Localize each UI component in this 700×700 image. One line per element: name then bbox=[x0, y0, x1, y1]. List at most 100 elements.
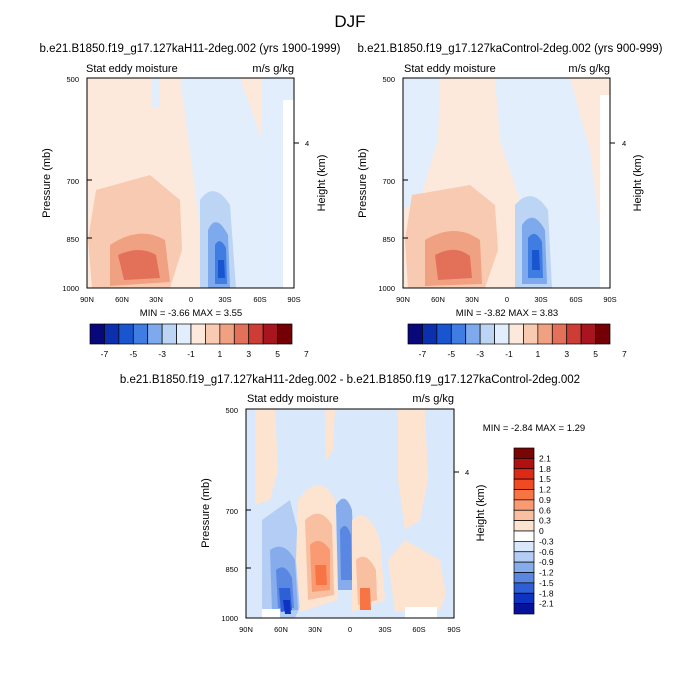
colorbar-panel-3-label: -2.1 bbox=[539, 599, 554, 609]
panel-1-xtick: 60S bbox=[253, 295, 266, 304]
colorbar-panel-2-label: -5 bbox=[448, 349, 456, 359]
colorbar-panel-3-swatch bbox=[513, 561, 535, 573]
panel-1-ytick-700: 700 bbox=[66, 177, 79, 186]
panel-3-xtick: 30N bbox=[308, 625, 322, 634]
panel-2-ytick-500: 500 bbox=[382, 75, 395, 84]
colorbar-panel-3-swatch bbox=[513, 468, 535, 480]
panel-3-xtick: 60N bbox=[274, 625, 288, 634]
colorbar-panel-1-swatch bbox=[262, 323, 278, 345]
panel-2-xtick: 0 bbox=[505, 295, 509, 304]
panel-2-ytick-700: 700 bbox=[382, 177, 395, 186]
colorbar-panel-3-swatch bbox=[513, 572, 535, 584]
colorbar-panel-2-label: -7 bbox=[419, 349, 427, 359]
colorbar-panel-1-swatch bbox=[248, 323, 264, 345]
panel-3-xtick: 90S bbox=[447, 625, 460, 634]
colorbar-panel-2-swatch bbox=[537, 323, 553, 345]
colorbar-panel-1-swatch bbox=[147, 323, 163, 345]
panel-2-x-axis: 90N 60N 30N 0 30S 60S 90S bbox=[396, 295, 617, 304]
panel-1-ylabel: Pressure (mb) bbox=[41, 148, 53, 218]
panel-3-xtick: 30S bbox=[378, 625, 391, 634]
panel-1-xtick: 90S bbox=[287, 295, 300, 304]
colorbar-panel-2-swatch bbox=[407, 323, 423, 345]
colorbar-panel-3-swatch bbox=[513, 582, 535, 594]
colorbar-panel-3-label: 2.1 bbox=[539, 453, 551, 463]
panel-2: b.e21.B1850.f19_g17.127kaControl-2deg.00… bbox=[357, 43, 663, 319]
colorbar-panel-2-swatch bbox=[494, 323, 510, 345]
panel-2-ytick-850: 850 bbox=[382, 235, 395, 244]
panel-1-xtick: 30N bbox=[149, 295, 163, 304]
panel-2-ytick-1000: 1000 bbox=[378, 284, 395, 293]
panel-3-left-label: Stat eddy moisture bbox=[247, 393, 339, 405]
colorbar-panel-1-swatch bbox=[161, 323, 177, 345]
panel-1-ytick-1000: 1000 bbox=[62, 284, 79, 293]
colorbar-panel-3-label: 1.8 bbox=[539, 464, 551, 474]
colorbar-panel-2-label: 1 bbox=[535, 349, 540, 359]
colorbar-panel-1-label: 1 bbox=[217, 349, 222, 359]
colorbar-panel-3-swatch bbox=[513, 541, 535, 553]
panel-1-title: b.e21.B1850.f19_g17.127kaH11-2deg.002 (y… bbox=[40, 43, 341, 55]
colorbar-panel-3-label: -0.6 bbox=[539, 547, 554, 557]
colorbar-panel-1-swatch bbox=[233, 323, 250, 345]
panel-3-plot-area bbox=[245, 408, 455, 619]
colorbar-panel-3-label: -1.8 bbox=[539, 588, 554, 598]
panel-2-xtick: 30S bbox=[534, 295, 547, 304]
panel-3-xtick: 90N bbox=[239, 625, 253, 634]
panel-2-xtick: 30N bbox=[465, 295, 479, 304]
colorbar-panel-1-swatch bbox=[219, 323, 235, 345]
colorbar-panel-2-swatch bbox=[450, 323, 467, 345]
colorbar-panel-1: -7 -5 -3 -1 1 3 5 7 bbox=[89, 323, 309, 359]
panel-1-xtick: 0 bbox=[189, 295, 193, 304]
colorbar-panel-3-swatch bbox=[513, 603, 535, 615]
panel-2-ylabel: Pressure (mb) bbox=[357, 148, 369, 218]
figure-title: DJF bbox=[334, 12, 365, 31]
panel-2-y-axis: 500 700 850 1000 Pressure (mb) bbox=[357, 75, 408, 293]
panel-1-xtick: 60N bbox=[115, 295, 129, 304]
colorbar-panel-2-swatch bbox=[436, 323, 452, 345]
colorbar-panel-1-label: -3 bbox=[158, 349, 166, 359]
panel-3-right-tick: 4 bbox=[465, 468, 469, 477]
panel-3-x-axis: 90N 60N 30N 0 30S 60S 90S bbox=[239, 625, 461, 634]
colorbar-panel-3-label: 0 bbox=[539, 526, 544, 536]
colorbar-panel-1-label: -1 bbox=[187, 349, 195, 359]
colorbar-panel-1-swatch bbox=[277, 323, 293, 345]
panel-2-xtick: 90S bbox=[603, 295, 616, 304]
colorbar-panel-2-label: -1 bbox=[505, 349, 513, 359]
panel-2-ylabel-right: Height (km) bbox=[632, 155, 644, 212]
panel-1-ylabel-right: Height (km) bbox=[316, 155, 328, 212]
colorbar-panel-3-swatch bbox=[513, 458, 535, 470]
colorbar-panel-3-swatch bbox=[513, 592, 535, 604]
colorbar-panel-1-swatch bbox=[176, 323, 192, 345]
panel-2-xtick: 60S bbox=[569, 295, 582, 304]
colorbar-panel-3-label: 0.6 bbox=[539, 505, 551, 515]
colorbar-panel-1-swatch bbox=[118, 323, 134, 345]
panel-3-ylabel: Pressure (mb) bbox=[200, 478, 212, 548]
colorbar-panel-3-swatch bbox=[513, 447, 535, 459]
colorbar-panel-3-swatch bbox=[513, 509, 535, 521]
colorbar-panel-2: -7 -5 -3 -1 1 3 5 7 bbox=[407, 323, 627, 359]
panel-3-stats: MIN = -2.84 MAX = 1.29 bbox=[483, 423, 585, 434]
colorbar-panel-2-swatch bbox=[465, 323, 481, 345]
panel-3-y-axis: 500 700 850 1000 Pressure (mb) bbox=[200, 406, 251, 623]
panel-1-left-label: Stat eddy moisture bbox=[86, 63, 178, 75]
colorbar-panel-2-label: -3 bbox=[476, 349, 484, 359]
panel-2-plot-area bbox=[402, 77, 611, 289]
colorbar-panel-3-swatch bbox=[513, 499, 535, 511]
panel-3-ytick-500: 500 bbox=[225, 406, 238, 415]
colorbar-panel-2-swatch bbox=[422, 323, 438, 345]
panel-1-plot-area bbox=[86, 77, 295, 289]
panel-3-ytick-1000: 1000 bbox=[221, 614, 238, 623]
colorbar-panel-2-swatch bbox=[566, 323, 582, 345]
panel-3-right-axis: 4 Height (km) bbox=[454, 468, 487, 541]
colorbar-panel-3-label: -1.5 bbox=[539, 578, 554, 588]
colorbar-panel-3-label: -0.3 bbox=[539, 536, 554, 546]
panel-3-xtick: 0 bbox=[348, 625, 352, 634]
colorbar-panel-1-swatch bbox=[190, 323, 206, 345]
panel-2-stats: MIN = -3.82 MAX = 3.83 bbox=[456, 308, 558, 319]
panel-1-right-tick: 4 bbox=[305, 139, 309, 148]
colorbar-panel-1-swatch bbox=[89, 323, 105, 345]
colorbar-panel-3-label: 1.5 bbox=[539, 474, 551, 484]
colorbar-panel-2-label: 3 bbox=[564, 349, 569, 359]
colorbar-panel-2-label: 5 bbox=[593, 349, 598, 359]
panel-3-title: b.e21.B1850.f19_g17.127kaH11-2deg.002 - … bbox=[120, 374, 580, 386]
